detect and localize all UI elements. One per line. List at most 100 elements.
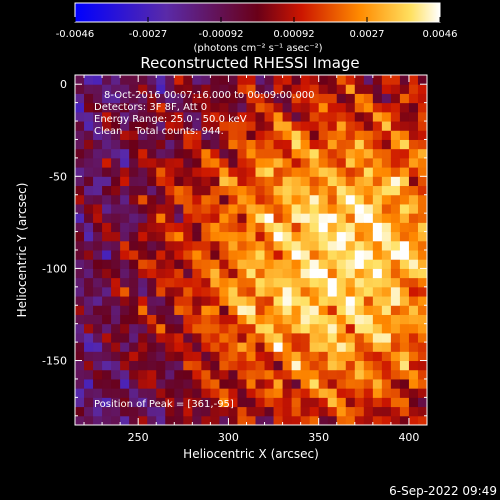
- heatmap-cell: [381, 203, 392, 214]
- heatmap-cell: [201, 93, 211, 104]
- heatmap-cell: [75, 296, 85, 306]
- heatmap-cell: [372, 148, 383, 159]
- heatmap-cell: [345, 176, 356, 187]
- heatmap-cell: [228, 203, 238, 214]
- heatmap-cell: [228, 415, 238, 425]
- heatmap-cell: [273, 121, 284, 131]
- heatmap-cell: [363, 185, 374, 196]
- heatmap-cell: [417, 296, 427, 306]
- heatmap-cell: [408, 397, 419, 408]
- heatmap-cell: [246, 268, 257, 279]
- heatmap-cell: [138, 406, 148, 417]
- heatmap-cell: [399, 397, 410, 408]
- heatmap-cell: [147, 240, 157, 251]
- heatmap-cell: [309, 231, 320, 242]
- heatmap-cell: [237, 369, 247, 380]
- heatmap-cell: [300, 102, 311, 113]
- heatmap-cell: [201, 277, 211, 288]
- heatmap-cell: [129, 296, 139, 306]
- heatmap-cell: [246, 148, 257, 159]
- heatmap-cell: [399, 222, 410, 233]
- heatmap-cell: [273, 351, 284, 362]
- heatmap-cell: [201, 314, 211, 325]
- heatmap-cell: [336, 314, 347, 325]
- heatmap-cell: [219, 314, 229, 325]
- heatmap-cell: [138, 351, 148, 362]
- heatmap-cell: [138, 277, 148, 288]
- heatmap-cell: [111, 231, 121, 242]
- heatmap-cell: [345, 139, 356, 150]
- heatmap-cell: [372, 75, 383, 85]
- heatmap-cell: [372, 323, 383, 334]
- heatmap-cell: [264, 332, 275, 343]
- heatmap-cell: [120, 102, 130, 113]
- heatmap-cell: [390, 342, 401, 352]
- heatmap-cell: [75, 277, 85, 288]
- heatmap-cell: [120, 111, 130, 122]
- heatmap-cell: [201, 240, 211, 251]
- heatmap-cell: [255, 102, 266, 113]
- heatmap-cell: [354, 397, 365, 408]
- heatmap-cell: [264, 213, 275, 223]
- heatmap-cell: [381, 194, 392, 205]
- heatmap-cell: [174, 332, 184, 343]
- heatmap-cell: [408, 75, 419, 85]
- heatmap-cell: [147, 342, 157, 352]
- heatmap-cell: [129, 222, 139, 233]
- heatmap-cell: [291, 121, 302, 131]
- heatmap-cell: [129, 388, 139, 398]
- heatmap-cell: [390, 296, 401, 306]
- heatmap-cell: [192, 185, 202, 196]
- heatmap-cell: [291, 360, 302, 371]
- heatmap-cell: [147, 332, 157, 343]
- heatmap-cell: [192, 139, 202, 150]
- heatmap-cell: [210, 84, 220, 94]
- heatmap-cell: [273, 415, 284, 425]
- heatmap-cell: [318, 157, 329, 168]
- heatmap-cell: [363, 342, 374, 352]
- heatmap-cell: [300, 369, 311, 380]
- heatmap-cell: [102, 406, 112, 417]
- heatmap-cell: [291, 102, 302, 113]
- heatmap-cell: [336, 342, 347, 352]
- heatmap-cell: [300, 111, 311, 122]
- heatmap-cell: [354, 167, 365, 177]
- heatmap-cell: [156, 139, 166, 150]
- heatmap-cell: [93, 231, 103, 242]
- heatmap-cell: [210, 406, 220, 417]
- heatmap-cell: [318, 130, 329, 140]
- heatmap-cell: [165, 75, 175, 85]
- heatmap-cell: [327, 332, 338, 343]
- heatmap-cell: [264, 222, 275, 233]
- heatmap-cell: [417, 332, 427, 343]
- heatmap-cell: [147, 286, 157, 297]
- heatmap-cell: [291, 139, 302, 150]
- heatmap-cell: [147, 102, 157, 113]
- heatmap-cell: [174, 250, 184, 260]
- heatmap-cell: [111, 130, 121, 140]
- heatmap-cell: [327, 93, 338, 104]
- heatmap-cell: [210, 286, 220, 297]
- colorbar-units: (photons cm⁻² s⁻¹ asec⁻²): [193, 43, 322, 54]
- heatmap-cell: [273, 296, 284, 306]
- heatmap-cell: [129, 268, 139, 279]
- heatmap-cell: [111, 388, 121, 398]
- heatmap-cell: [165, 259, 175, 269]
- heatmap-cell: [228, 314, 238, 325]
- heatmap-cell: [165, 314, 175, 325]
- heatmap-cell: [354, 250, 365, 260]
- heatmap-cell: [363, 240, 374, 251]
- heatmap-cell: [210, 213, 220, 223]
- heatmap-cell: [336, 259, 347, 269]
- heatmap-cell: [417, 277, 427, 288]
- heatmap-cell: [237, 157, 247, 168]
- heatmap-cell: [255, 388, 266, 398]
- heatmap-cell: [291, 259, 302, 269]
- heatmap-cell: [111, 277, 121, 288]
- heatmap-cell: [102, 102, 112, 113]
- heatmap-cell: [201, 397, 211, 408]
- heatmap-cell: [282, 185, 293, 196]
- heatmap-cell: [228, 139, 238, 150]
- heatmap-cell: [192, 203, 202, 214]
